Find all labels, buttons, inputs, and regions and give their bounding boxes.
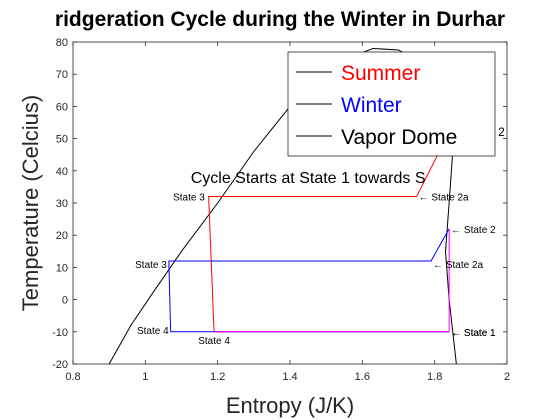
series-layer [108, 47, 457, 364]
annotation-label: Cycle Starts at State 1 towards S [191, 170, 426, 187]
y-tick-label: 10 [56, 262, 68, 274]
y-tick-label: 30 [56, 198, 68, 210]
annotation-label: ← State 2a [419, 193, 469, 204]
y-tick-label: -10 [52, 327, 68, 339]
annotation-label: ← State 1 [451, 328, 496, 339]
annotation-label: State 4 [198, 336, 230, 347]
annotation-label: ← State 2 [451, 225, 496, 236]
legend-entry: Vapor Dome [341, 126, 457, 149]
x-tick-label: 1 [142, 371, 148, 383]
y-tick-label: -20 [52, 359, 68, 371]
legend-entry: Summer [341, 62, 420, 85]
y-tick-label: 20 [56, 230, 68, 242]
x-tick-label: 1.8 [427, 371, 442, 383]
x-tick-label: 1.2 [210, 371, 225, 383]
legend: Summer Winter Vapor Dome [287, 51, 496, 157]
x-axis-label: Entropy (J/K) [226, 393, 354, 418]
annotation-layer: Cycle Starts at State 1 towards S State 3… [135, 125, 505, 347]
x-axis: 0.8 1 1.2 1.4 1.6 1.8 2 [65, 42, 510, 383]
x-tick-label: 1.6 [355, 371, 370, 383]
x-tick-label: 1.4 [282, 371, 297, 383]
x-tick-label: 0.8 [65, 371, 80, 383]
series-line-vapor-dome [108, 47, 457, 364]
y-axis-label: Temperature (Celcius) [18, 95, 43, 311]
y-tick-label: 50 [56, 134, 68, 146]
y-tick-label: 40 [56, 166, 68, 178]
annotation-label: State 4 [137, 326, 169, 337]
series-line-connector [214, 228, 450, 333]
y-tick-label: 80 [56, 37, 68, 49]
y-tick-label: 0 [62, 295, 68, 307]
annotation-label: State 3 [173, 193, 205, 204]
annotation-label: 2 [498, 125, 505, 139]
legend-entry: Winter [341, 94, 402, 117]
annotation-label: State 3 [135, 260, 167, 271]
x-tick-label: 2 [504, 371, 510, 383]
annotation-label: ← State 2a [433, 260, 483, 271]
annotation-label: ← State 1 [451, 328, 496, 339]
y-tick-label: 70 [56, 69, 68, 81]
y-axis: -20 -10 0 10 20 30 40 50 60 70 80 [52, 37, 507, 371]
y-tick-label: 60 [56, 101, 68, 113]
chart-title: ridgeration Cycle during the Winter in D… [55, 8, 505, 31]
